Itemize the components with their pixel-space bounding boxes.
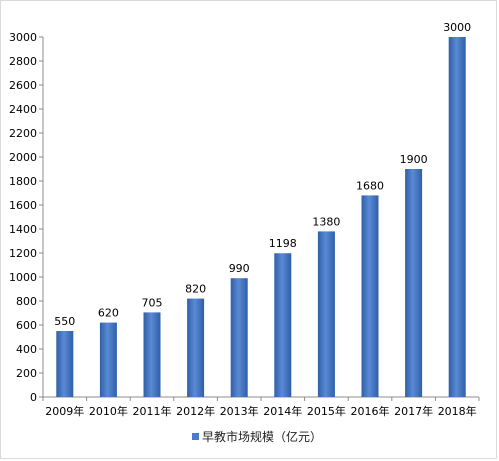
y-tick-label: 2800 [9,55,37,68]
y-tick-label: 600 [16,319,37,332]
x-tick-label: 2013年 [220,404,259,418]
bar-value-label: 705 [142,296,163,309]
bar-value-label: 620 [98,307,119,320]
y-tick-label: 3000 [9,31,37,44]
x-tick-label: 2010年 [89,404,128,418]
x-tick-label: 2009年 [45,404,84,418]
x-tick-label: 2012年 [176,404,215,418]
bar-value-label: 1198 [269,237,297,250]
bar [317,231,335,397]
bar [448,37,466,397]
y-tick-label: 2200 [9,127,37,140]
y-tick-label: 800 [16,295,37,308]
bar-value-label: 1900 [400,153,428,166]
bar [361,195,379,397]
x-tick-label: 2015年 [307,404,346,418]
data-labels: 550 620 705 820 990 1198 1380 1680 1900 3000 [54,21,471,328]
bar-value-label: 820 [185,283,206,296]
y-tick-label: 1000 [9,271,37,284]
y-axis: 0 200 400 600 800 1000 1200 1400 1600 1800 2000 220… [9,31,44,404]
y-tick-label: 1400 [9,223,37,236]
bar-value-label: 3000 [443,21,471,34]
bar-value-label: 1680 [356,179,384,192]
y-tick-label: 1200 [9,247,37,260]
x-tick-label: 2017年 [394,404,433,418]
bar [405,169,423,397]
bar [274,253,292,397]
x-tick-label: 2011年 [133,404,172,418]
y-tick-label: 200 [16,367,37,380]
legend: 早教市场规模（亿元） [192,426,322,446]
x-tick-label: 2018年 [438,404,477,418]
x-tick-label: 2016年 [351,404,390,418]
y-tick-label: 400 [16,343,37,356]
bar [143,312,161,397]
legend-swatch [192,432,199,440]
x-tick-label: 2014年 [263,404,302,418]
y-tick-label: 1800 [9,175,37,188]
y-tick-label: 2600 [9,79,37,92]
bar [56,331,74,397]
bar-value-label: 1380 [312,215,340,228]
y-tick-label: 2400 [9,103,37,116]
bar [99,322,117,397]
x-axis: 2009年 2010年 2011年 2012年 2013年 2014年 2015年 2016年… [42,396,480,418]
bar-value-label: 550 [54,315,75,328]
bar-value-label: 990 [229,262,250,275]
y-tick-label: 1600 [9,199,37,212]
y-tick-label: 0 [30,391,37,404]
bar [230,278,248,397]
bar [187,298,205,397]
bars [56,37,466,397]
y-tick-label: 2000 [9,151,37,164]
legend-label: 早教市场规模（亿元） [202,429,323,444]
